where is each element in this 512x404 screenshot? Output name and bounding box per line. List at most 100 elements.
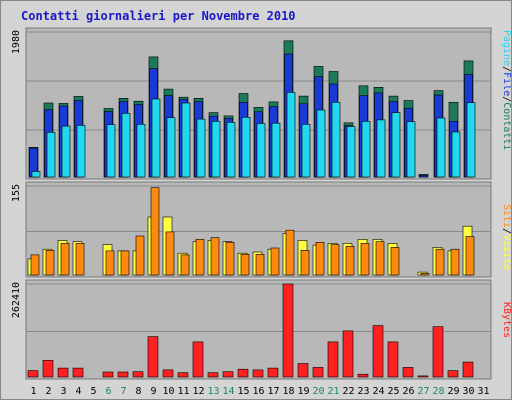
- x-tick-label: 13: [207, 386, 219, 397]
- bar-siti-day-23: [360, 243, 370, 276]
- kbytes-panel: [25, 279, 492, 380]
- bar-kbytes-day-25: [387, 341, 399, 378]
- x-tick-label: 5: [90, 386, 96, 397]
- y-max-label: 262410: [11, 282, 22, 318]
- bar-siti-day-19: [300, 250, 310, 276]
- bar-siti-day-9: [150, 187, 160, 276]
- bar-pagine-day-19: [301, 124, 311, 178]
- bar-siti-day-29: [450, 248, 460, 276]
- bar-kbytes-day-12: [192, 341, 204, 378]
- x-tick-label: 26: [402, 386, 414, 397]
- x-tick-label: 7: [120, 386, 126, 397]
- x-tick-label: 29: [447, 386, 459, 397]
- x-tick-label: 27: [417, 386, 429, 397]
- bar-siti-day-14: [225, 242, 235, 276]
- bar-kbytes-day-2: [42, 359, 54, 378]
- x-tick-label: 9: [150, 386, 156, 397]
- bar-pagine-day-12: [196, 118, 206, 178]
- x-tick-label: 4: [75, 386, 81, 397]
- bar-pagine-day-29: [451, 131, 461, 178]
- x-tick-label: 24: [372, 386, 384, 397]
- bar-pagine-day-4: [76, 125, 86, 178]
- bar-kbytes-day-6: [102, 371, 114, 378]
- bar-pagine-day-24: [376, 119, 386, 178]
- bar-siti-day-24: [375, 241, 385, 276]
- x-tick-label: 18: [282, 386, 294, 397]
- bar-kbytes-day-27: [417, 375, 429, 378]
- x-tick-label: 12: [192, 386, 204, 397]
- legend-file: File: [501, 72, 511, 96]
- bar-pagine-day-21: [331, 102, 341, 178]
- legend-contatti: Contatti: [501, 102, 511, 150]
- bar-kbytes-day-29: [447, 370, 459, 378]
- legend-kbytes: KBytes: [501, 302, 511, 338]
- bar-kbytes-day-3: [57, 367, 69, 378]
- bar-pagine-day-11: [181, 102, 191, 178]
- bar-siti-day-6: [105, 250, 115, 276]
- bar-pagine-day-30: [466, 102, 476, 178]
- bar-siti-day-2: [45, 250, 55, 276]
- bar-pagine-day-8: [136, 124, 146, 178]
- x-tick-label: 31: [477, 386, 489, 397]
- bar-pagine-day-25: [391, 112, 401, 178]
- bar-kbytes-day-23: [357, 373, 369, 378]
- bar-pagine-day-14: [226, 122, 236, 178]
- bar-kbytes-day-8: [132, 371, 144, 378]
- bar-siti-day-7: [120, 250, 130, 276]
- bar-siti-day-22: [345, 246, 355, 276]
- bar-pagine-day-23: [361, 121, 371, 178]
- y-max-label: 155: [11, 184, 22, 202]
- x-tick-label: 8: [135, 386, 141, 397]
- bar-kbytes-day-14: [222, 371, 234, 378]
- x-tick-label: 2: [45, 386, 51, 397]
- legend: KBytes: [501, 302, 511, 338]
- x-tick-label: 17: [267, 386, 279, 397]
- bar-siti-day-12: [195, 239, 205, 276]
- bar-pagine-day-9: [151, 98, 161, 178]
- legend-siti: Siti: [501, 204, 511, 228]
- bar-kbytes-day-10: [162, 369, 174, 378]
- bar-pagine-day-16: [256, 123, 266, 178]
- x-tick-label: 11: [177, 386, 189, 397]
- bar-pagine-day-17: [271, 122, 281, 178]
- bar-pagine-day-22: [346, 126, 356, 178]
- bar-siti-day-4: [75, 243, 85, 276]
- bar-siti-day-16: [255, 254, 265, 276]
- legend: Pagine/File/Contatti: [501, 30, 511, 150]
- bar-siti-day-21: [330, 244, 340, 276]
- bar-pagine-day-28: [436, 117, 446, 178]
- bar-file-day-27: [419, 175, 428, 178]
- bar-kbytes-day-28: [432, 326, 444, 378]
- bar-pagine-day-10: [166, 117, 176, 178]
- bar-kbytes-day-4: [72, 367, 84, 378]
- bar-kbytes-day-24: [372, 325, 384, 378]
- bar-kbytes-day-21: [327, 341, 339, 378]
- x-tick-label: 30: [462, 386, 474, 397]
- bar-pagine-day-7: [121, 113, 131, 178]
- bar-siti-day-25: [390, 247, 400, 276]
- legend-pagine: Pagine: [501, 30, 511, 66]
- bar-pagine-day-3: [61, 125, 71, 178]
- bar-siti-day-17: [270, 247, 280, 276]
- bar-siti-day-15: [240, 254, 250, 276]
- x-tick-label: 23: [357, 386, 369, 397]
- bar-siti-day-18: [285, 229, 295, 276]
- x-tick-label: 21: [327, 386, 339, 397]
- x-tick-label: 15: [237, 386, 249, 397]
- bar-kbytes-day-26: [402, 367, 414, 378]
- bar-siti-day-11: [180, 254, 190, 276]
- x-tick-label: 16: [252, 386, 264, 397]
- chart-title: Contatti giornalieri per Novembre 2010: [21, 9, 296, 23]
- bar-kbytes-day-15: [237, 368, 249, 378]
- bar-pagine-day-20: [316, 109, 326, 178]
- bar-siti-day-20: [315, 242, 325, 276]
- legend-visite: Visite: [501, 234, 511, 270]
- bar-pagine-day-13: [211, 121, 221, 178]
- x-tick-label: 22: [342, 386, 354, 397]
- bar-siti-day-13: [210, 237, 220, 276]
- bar-kbytes-day-9: [147, 336, 159, 378]
- bar-pagine-day-6: [106, 124, 116, 178]
- bar-kbytes-day-30: [462, 361, 474, 378]
- x-tick-label: 3: [60, 386, 66, 397]
